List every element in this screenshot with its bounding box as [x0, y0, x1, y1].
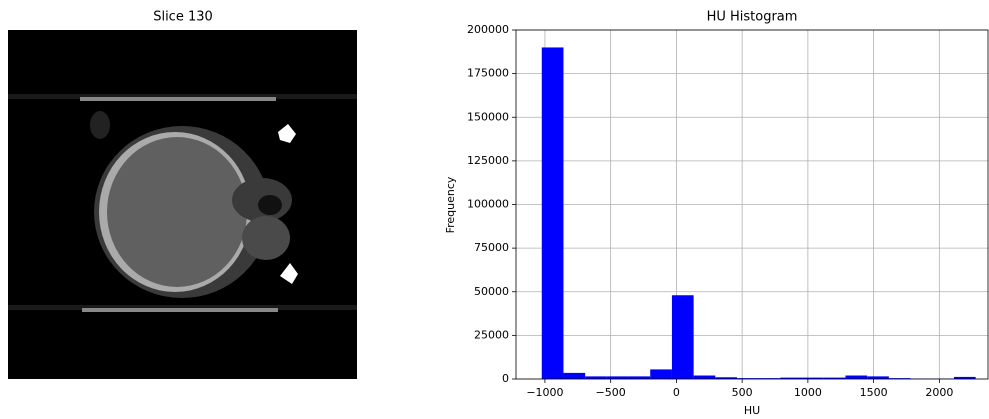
- bar: [563, 373, 585, 379]
- y-tick-label: 175000: [467, 67, 509, 80]
- bar: [694, 376, 716, 379]
- x-tick-label: 1500: [860, 386, 888, 399]
- y-tick-label: 125000: [467, 154, 509, 167]
- y-axis-label: Frequency: [444, 176, 457, 233]
- x-axis-label: HU: [744, 404, 760, 417]
- y-tick-label: 0: [502, 372, 509, 385]
- y-tick-label: 150000: [467, 110, 509, 123]
- x-tick-label: −500: [596, 386, 626, 399]
- y-tick-label: 25000: [474, 328, 509, 341]
- bar: [672, 295, 694, 379]
- y-tick-label: 75000: [474, 241, 509, 254]
- image-title: Slice 130: [153, 10, 213, 25]
- figure: Slice 130 HU Histogram HU Frequency −100…: [0, 0, 989, 419]
- x-tick-label: 500: [732, 386, 753, 399]
- y-tick-label: 200000: [467, 23, 509, 36]
- y-tick-label: 100000: [467, 198, 509, 211]
- x-tick-label: −1000: [526, 386, 563, 399]
- bar: [845, 376, 867, 379]
- bar: [650, 369, 672, 379]
- ct-slice-image: [8, 30, 357, 379]
- bar: [542, 47, 564, 379]
- x-tick-label: 1000: [794, 386, 822, 399]
- chart-title: HU Histogram: [707, 10, 798, 25]
- y-tick-label: 50000: [474, 285, 509, 298]
- x-tick-label: 2000: [925, 386, 953, 399]
- x-tick-label: 0: [673, 386, 680, 399]
